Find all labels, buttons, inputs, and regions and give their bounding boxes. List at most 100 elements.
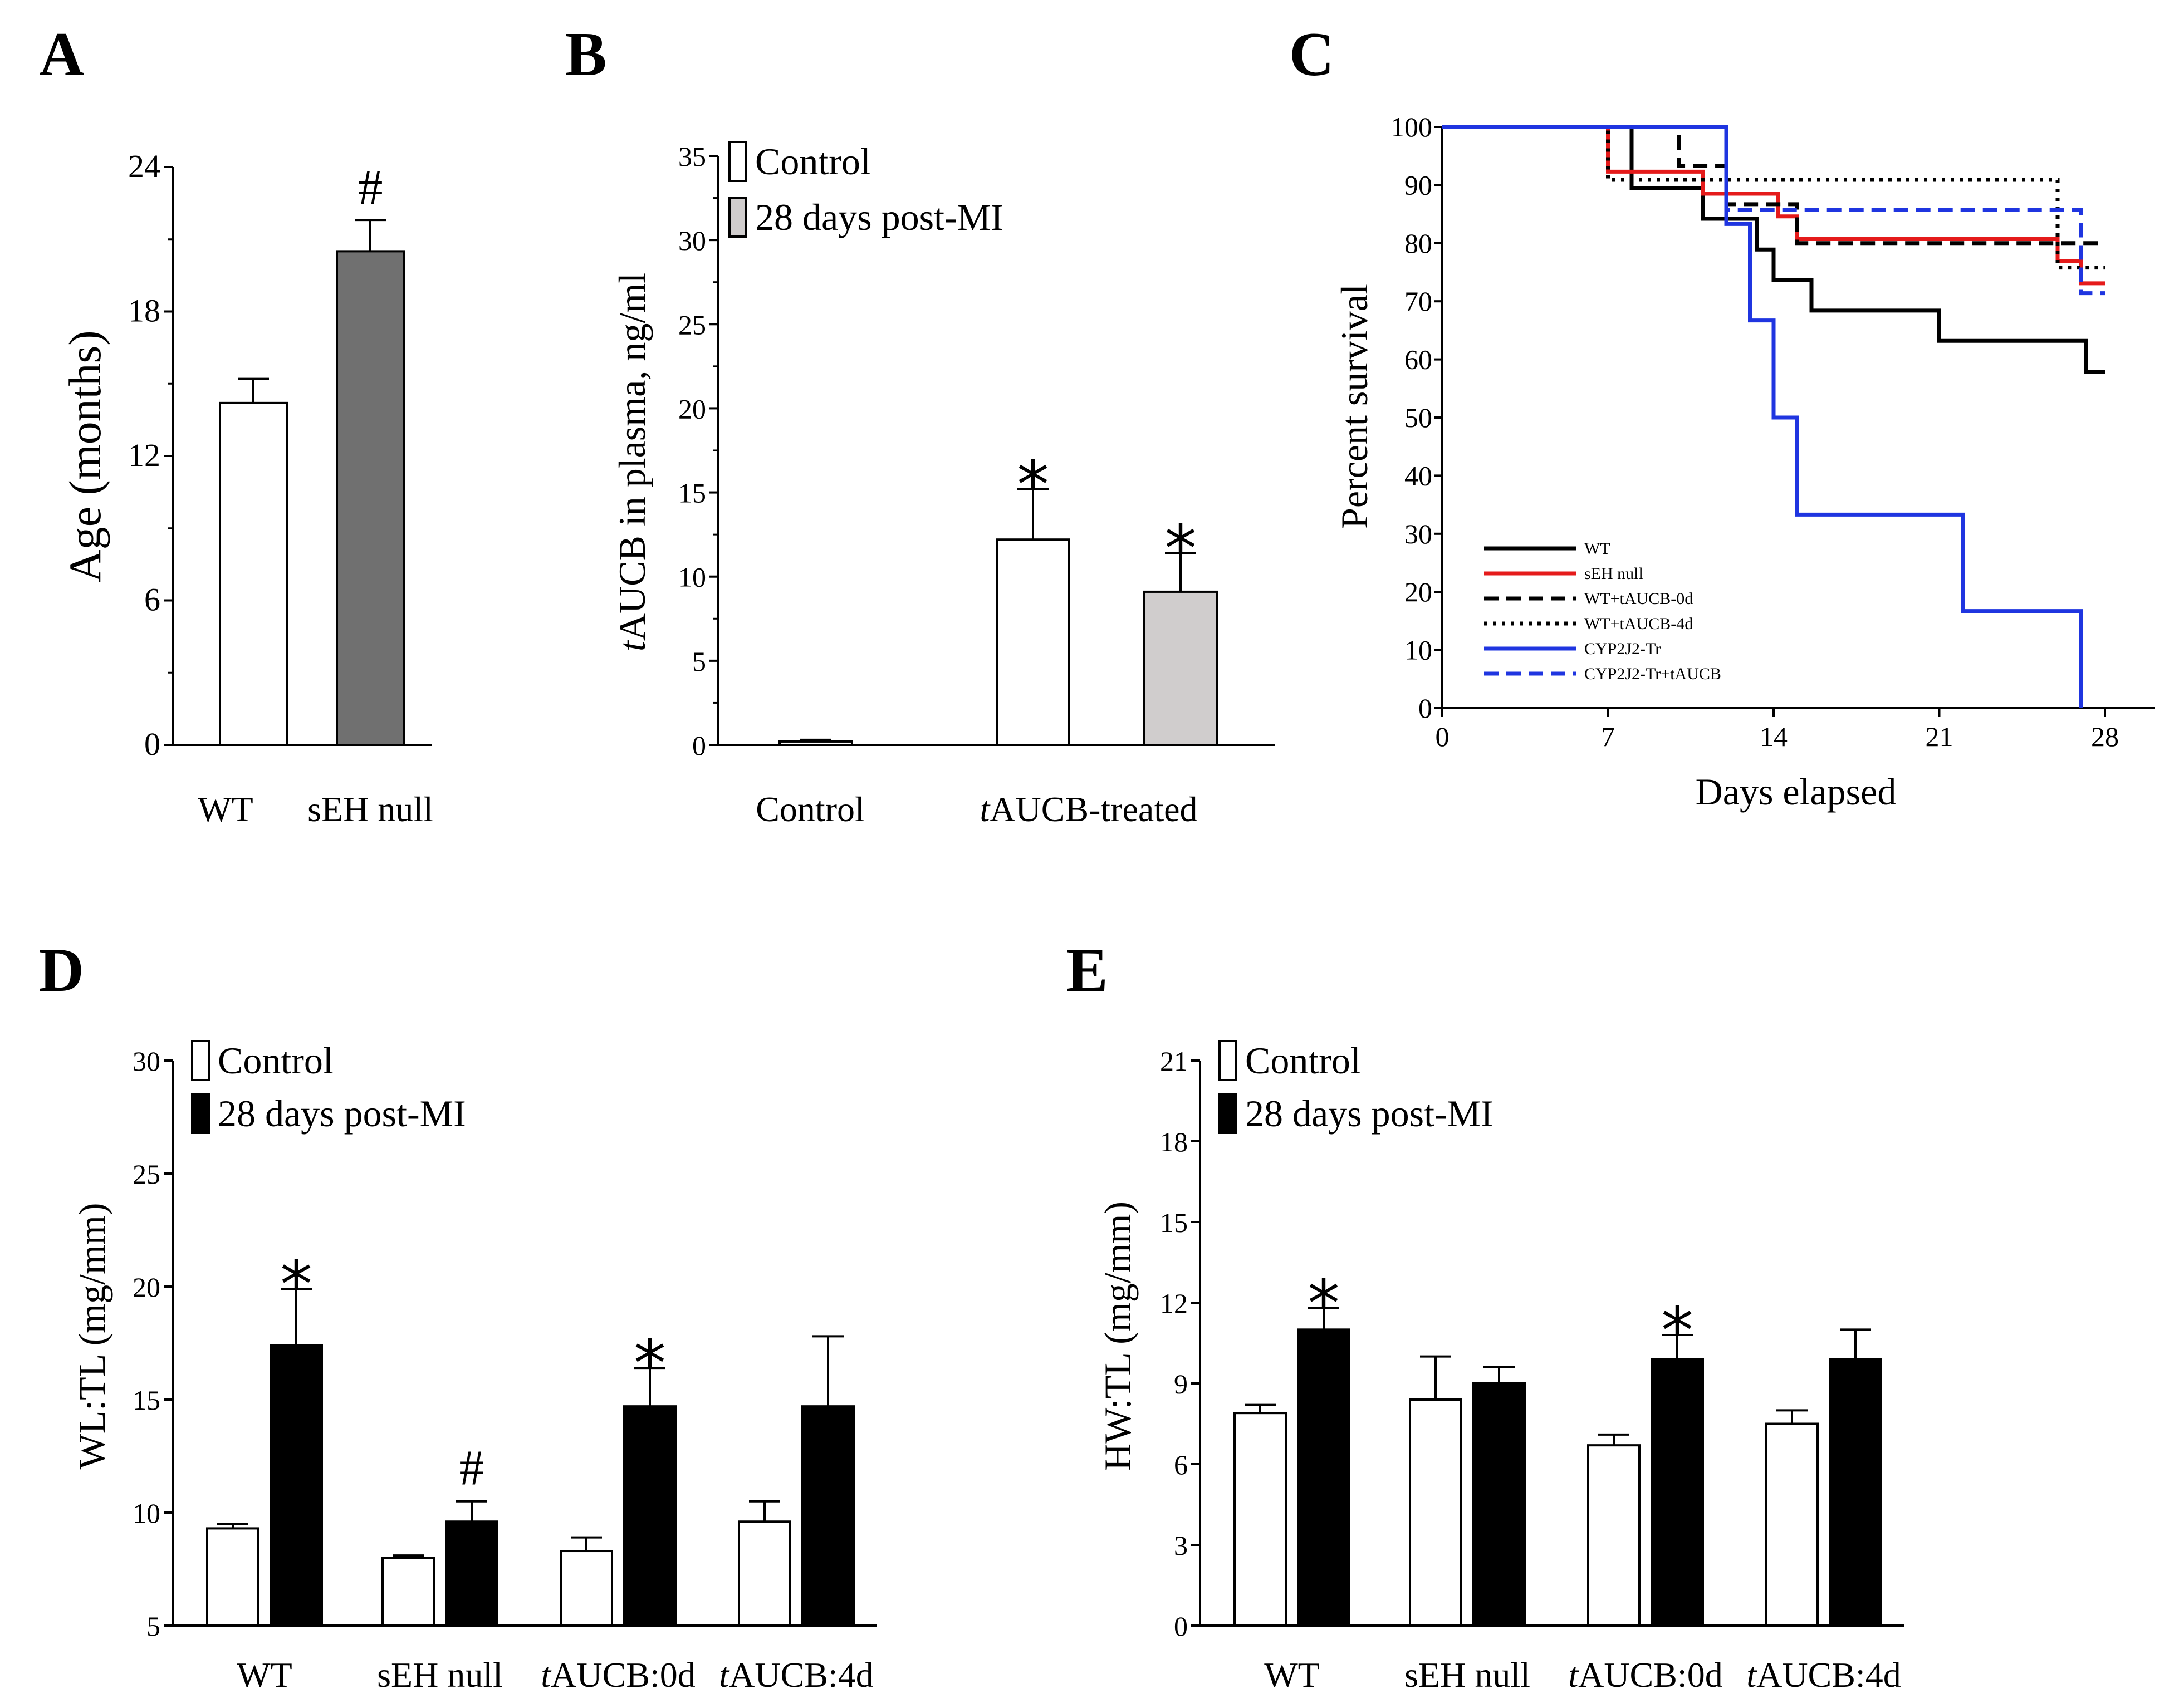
panel-a-bar	[219, 401, 288, 746]
panel-b-bar	[778, 740, 853, 747]
panel-b-legend-control-label: Control	[755, 140, 871, 183]
panel-a-y-tick-label: 18	[128, 293, 160, 329]
panel-label-c: C	[1289, 20, 1334, 89]
panel-d-bar-significance-marker: *	[634, 1327, 666, 1401]
panel-e-category-label: sEH null	[1404, 1655, 1530, 1695]
panel-c-y-tick-label: 20	[1404, 576, 1432, 607]
panel-b-y-tick-label: 5	[692, 646, 706, 677]
panel-e-bar	[1233, 1412, 1287, 1627]
panel-d-bar	[270, 1344, 323, 1627]
panel-c-x-tick-label: 0	[1436, 721, 1450, 752]
panel-c-y-tick-label: 60	[1404, 344, 1432, 375]
panel-d-bar	[738, 1520, 791, 1627]
panel-label-a: A	[39, 20, 84, 89]
panel-b-y-axis-label: tAUCB in plasma, ng/ml	[611, 273, 653, 651]
panel-e-category-label: WT	[1264, 1655, 1320, 1695]
panel-a-y-axis-label: Age (months)	[60, 330, 110, 582]
panel-b-chart: 0 5 10 15 20 25 30 35 * * Control tAUCB-treated Cont…	[611, 140, 1275, 829]
panel-d-category-label: sEH null	[377, 1655, 503, 1695]
panel-d-y-tick-label: 5	[146, 1611, 160, 1642]
panel-e-bar	[1297, 1328, 1350, 1627]
panel-c-y-tick-label: 90	[1404, 169, 1432, 200]
panel-c-series-3-line	[1442, 125, 2105, 270]
panel-c-x-tick-label: 28	[2091, 721, 2119, 752]
panel-d-y-axis-label: WL:TL (mg/mm)	[71, 1203, 113, 1469]
panel-a-bar	[336, 250, 405, 746]
panel-c-legend-label: CYP2J2-Tr+tAUCB	[1584, 665, 1721, 683]
panel-d-bar	[560, 1550, 613, 1627]
panel-label-d: D	[39, 936, 84, 1005]
panel-e-y-tick-label: 21	[1160, 1046, 1188, 1077]
panel-b-y-tick-label: 20	[678, 393, 706, 424]
panel-b-bar-significance-marker: *	[1164, 512, 1197, 586]
panel-b-y-tick-label: 25	[678, 309, 706, 340]
panel-a-y-tick-label: 6	[144, 582, 160, 618]
panel-label-b: B	[565, 20, 607, 89]
panel-c-y-tick-label: 100	[1390, 111, 1432, 143]
panel-b-bar	[1143, 590, 1218, 747]
panel-e-bar-significance-marker: *	[1308, 1267, 1340, 1342]
panel-b-legend-post-mi-swatch	[728, 197, 747, 238]
panel-e-bar	[1409, 1398, 1462, 1627]
panel-d-bar	[381, 1557, 435, 1627]
panel-e-legend-post-mi-swatch	[1218, 1093, 1237, 1134]
panel-b-legend-control-swatch	[728, 141, 747, 182]
panel-d-y-tick-label: 15	[133, 1385, 160, 1416]
panel-c-legend-label: CYP2J2-Tr	[1584, 640, 1661, 658]
panel-e-bar	[1587, 1444, 1641, 1627]
panel-d-bar	[206, 1527, 259, 1627]
panel-e-y-tick-label: 15	[1160, 1207, 1188, 1238]
panel-e-y-tick-label: 6	[1174, 1449, 1188, 1480]
panel-d-bar	[445, 1520, 498, 1627]
panel-e-category-label: tAUCB:0d	[1568, 1655, 1722, 1695]
panel-d-chart: 5 10 15 20 25 30 * # * WT sEH null tAUCB:0d tAUCB:4d…	[71, 1039, 877, 1695]
panel-c-x-axis-label: Days elapsed	[1696, 770, 1897, 813]
panel-d-y-tick-label: 20	[133, 1272, 160, 1303]
panel-c-series-0-line	[1442, 125, 2105, 374]
panel-c-legend-label: sEH null	[1584, 565, 1643, 583]
panel-a-y-tick-label: 0	[144, 726, 160, 762]
panel-d-category-label: tAUCB:4d	[719, 1655, 873, 1695]
panel-c-legend-label: WT+tAUCB-4d	[1584, 615, 1693, 633]
panel-d-legend-post-mi-label: 28 days post-MI	[218, 1092, 466, 1135]
panel-b-y-tick-label: 0	[692, 730, 706, 761]
panel-e-y-axis-label: HW:TL (mg/mm)	[1096, 1201, 1139, 1471]
panel-d-y-tick-label: 30	[133, 1046, 160, 1077]
panel-d-legend-post-mi-swatch	[191, 1093, 210, 1134]
panel-d-y-tick-label: 25	[133, 1159, 160, 1190]
panel-e-bar	[1829, 1358, 1882, 1627]
panel-c-y-tick-label: 10	[1404, 635, 1432, 666]
panel-b-y-tick-label: 30	[678, 225, 706, 256]
panel-d-bar	[623, 1405, 677, 1627]
panel-c-y-tick-label: 80	[1404, 228, 1432, 259]
panel-e-y-tick-label: 9	[1174, 1368, 1188, 1400]
panel-d-y-tick-label: 10	[133, 1498, 160, 1529]
panel-c-y-tick-label: 70	[1404, 286, 1432, 317]
panel-a-bar-significance-marker: #	[358, 160, 383, 215]
panel-a-y-tick-label: 12	[128, 437, 160, 473]
panel-label-e: E	[1066, 936, 1108, 1005]
panel-e-legend-post-mi-label: 28 days post-MI	[1245, 1092, 1493, 1135]
panel-d-bar	[801, 1405, 855, 1627]
panel-e-chart: 0 3 6 9 12 15 18 21 * * WT sEH null tAUCB:0d tAUCB:4d…	[1096, 1039, 1904, 1695]
panel-d-legend-control-label: Control	[218, 1039, 334, 1082]
panel-c-legend-label: WT+tAUCB-0d	[1584, 590, 1693, 608]
panel-b-category-label: Control	[756, 789, 865, 829]
panel-e-category-label: tAUCB:4d	[1746, 1655, 1901, 1695]
panel-c-y-axis-label: Percent survival	[1333, 284, 1375, 529]
panel-e-y-tick-label: 12	[1160, 1288, 1188, 1319]
panel-d-category-label: tAUCB:0d	[541, 1655, 695, 1695]
panel-d-legend-control-swatch	[191, 1040, 210, 1081]
panel-d-bar-significance-marker: #	[459, 1441, 484, 1496]
panel-e-legend-control-label: Control	[1245, 1039, 1361, 1082]
panel-b-bar	[996, 538, 1070, 746]
panel-e-bar	[1472, 1382, 1526, 1627]
panel-b-category-label: tAUCB-treated	[980, 789, 1198, 829]
panel-e-bar-significance-marker: *	[1661, 1294, 1693, 1368]
panel-e-bar	[1765, 1422, 1819, 1627]
panel-a-category-label: WT	[198, 789, 253, 829]
panel-e-legend-control-swatch	[1218, 1040, 1237, 1081]
panel-a-category-label: sEH null	[307, 789, 433, 829]
panel-b-y-tick-label: 35	[678, 141, 706, 172]
